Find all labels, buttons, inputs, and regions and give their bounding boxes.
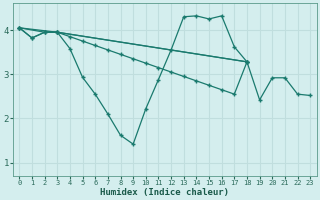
X-axis label: Humidex (Indice chaleur): Humidex (Indice chaleur)	[100, 188, 229, 197]
